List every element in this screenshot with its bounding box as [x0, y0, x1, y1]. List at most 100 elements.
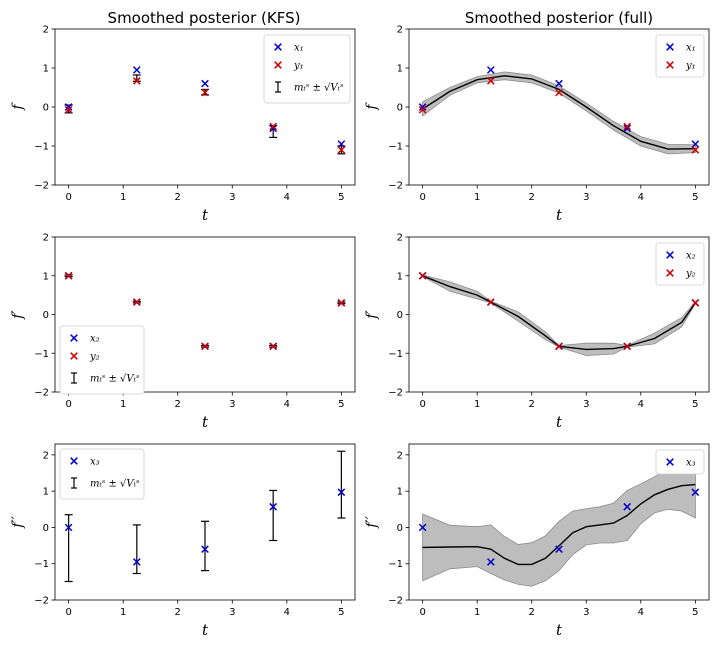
errorbar — [269, 489, 278, 542]
legend: x₁ y₁ — [655, 34, 705, 78]
errorbar — [337, 450, 346, 519]
data-point — [486, 558, 495, 566]
marker-stroke — [555, 79, 563, 88]
legend-label: y₂ — [89, 352, 100, 363]
marker-stroke — [486, 77, 495, 85]
data-point — [418, 271, 427, 280]
errorbar — [201, 520, 209, 572]
legend-errorbar-glyph — [275, 81, 281, 93]
x-tick-label: 0 — [65, 192, 71, 203]
y-tick-label: −1 — [34, 559, 49, 570]
marker-stroke — [691, 146, 700, 154]
x-tick-label: 2 — [175, 607, 181, 618]
marker-stroke — [691, 299, 700, 307]
data-point — [269, 342, 278, 351]
data-point — [623, 122, 632, 131]
y-tick-label: 2 — [397, 25, 403, 36]
marker-stroke — [337, 146, 346, 154]
data-point — [555, 545, 563, 554]
legend-label: x₂ — [686, 251, 696, 262]
marker-stroke — [666, 61, 674, 69]
legend-label: mₜˢ ± √Vₜˢ — [90, 374, 139, 385]
marker-stroke — [201, 88, 209, 97]
data-point — [64, 103, 73, 111]
marker-stroke — [64, 523, 73, 532]
x-tick-label: 3 — [229, 607, 235, 618]
y-tick-label: −2 — [388, 181, 403, 192]
x-tick-label: 4 — [638, 607, 644, 618]
axes-frame — [54, 443, 356, 601]
marker-stroke — [269, 122, 278, 131]
axes-frame — [408, 443, 710, 601]
legend-errorbar-glyph — [71, 372, 77, 384]
x-axis-label: t — [556, 206, 563, 224]
marker-stroke — [201, 342, 209, 351]
legend-label: y₁ — [685, 61, 696, 72]
y-tick-label: −2 — [34, 388, 49, 399]
x-tick-label: 4 — [284, 399, 290, 410]
data-point — [201, 88, 209, 97]
marker-stroke — [691, 488, 700, 497]
x-tick-label: 0 — [419, 607, 425, 618]
y-axis-label: f′ — [10, 310, 26, 320]
data-point — [201, 79, 209, 88]
x-tick-label: 0 — [65, 607, 71, 618]
data-point — [64, 523, 73, 532]
marker-stroke — [269, 342, 278, 351]
legend-box — [655, 449, 705, 475]
marker-stroke — [132, 558, 141, 566]
marker-stroke — [70, 457, 78, 465]
marker-stroke — [418, 105, 427, 114]
data-point — [132, 66, 141, 74]
y-tick-label: 1 — [397, 487, 403, 498]
data-point — [691, 488, 700, 497]
marker-stroke — [201, 545, 209, 554]
legend-errorbar-glyph — [71, 477, 77, 489]
x-tick-label: 1 — [120, 192, 126, 203]
data-point — [64, 105, 73, 114]
legend-marker — [274, 43, 282, 51]
y-tick-label: −2 — [388, 388, 403, 399]
marker-stroke — [486, 298, 495, 306]
y-tick-label: 2 — [43, 25, 49, 36]
y-axis-label: f — [10, 102, 26, 111]
marker-stroke — [555, 545, 563, 554]
errorbar — [132, 524, 141, 575]
uncertainty-band — [422, 450, 696, 587]
x-tick-label: 4 — [284, 607, 290, 618]
marker-stroke — [555, 342, 563, 351]
marker-stroke — [623, 342, 632, 351]
panel-kfs-df: 0 1 2 3 4 5 −2 −1 0 1 2 t f′ x₂ y₂ mₜˢ ± √Vₜˢ — [10, 233, 356, 431]
data-point — [337, 488, 346, 497]
marker-stroke — [132, 298, 141, 306]
data-point — [132, 77, 141, 85]
marker-stroke — [555, 88, 563, 97]
x-axis-label: t — [202, 621, 209, 639]
legend-label: mₜˢ ± √Vₜˢ — [90, 479, 139, 490]
legend-marker — [666, 61, 674, 69]
posterior-mean-line — [422, 75, 696, 150]
x-tick-label: 0 — [419, 192, 425, 203]
x-tick-label: 3 — [229, 192, 235, 203]
x-tick-label: 4 — [284, 192, 290, 203]
data-point — [555, 79, 563, 88]
legend-marker — [666, 251, 674, 259]
x-tick-label: 5 — [692, 399, 698, 410]
data-point — [337, 146, 346, 154]
y-tick-label: 1 — [43, 64, 49, 75]
data-point — [418, 523, 427, 532]
x-tick-label: 4 — [638, 399, 644, 410]
y-tick-label: 2 — [43, 233, 49, 244]
panel-full-df: 0 1 2 3 4 5 −2 −1 0 1 2 t f′ x₂ y₂ — [364, 233, 710, 431]
x-tick-label: 2 — [529, 607, 535, 618]
data-point — [269, 124, 278, 133]
data-point — [486, 66, 495, 74]
x-tick-label: 4 — [638, 192, 644, 203]
marker-stroke — [666, 458, 674, 466]
panel-full-ddf: 0 1 2 3 4 5 −2 −1 0 1 2 t f′′ x₃ — [364, 443, 710, 639]
marker-stroke — [666, 251, 674, 259]
panel-kfs-f: 0 1 2 3 4 5 −2 −1 0 1 2 t f x₁ y₁ mₜˢ ± √Vₜˢ — [10, 25, 356, 224]
title-full: Smoothed posterior (full) — [465, 9, 653, 27]
data-point — [269, 502, 278, 511]
legend-label: x₁ — [294, 43, 304, 54]
